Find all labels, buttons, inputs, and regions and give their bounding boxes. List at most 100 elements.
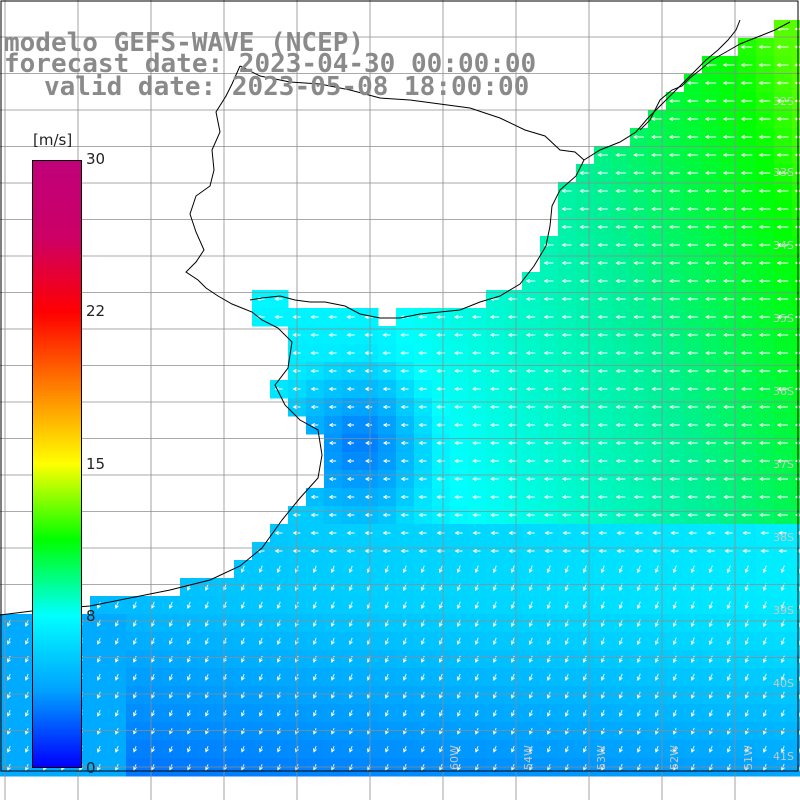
wind-arrow [331, 746, 335, 753]
wind-arrow [690, 655, 695, 664]
wind-arrow [776, 260, 789, 266]
wind-arrow [780, 673, 785, 682]
wind-arrow [436, 386, 445, 392]
wind-arrow [382, 350, 391, 356]
wind-arrow [636, 655, 641, 664]
wind-arrow [758, 332, 771, 338]
wind-arrow [580, 530, 589, 536]
wind-arrow [687, 296, 698, 302]
wind-arrow [794, 80, 800, 86]
wind-arrow [668, 98, 681, 104]
wind-arrow [454, 368, 463, 374]
wind-arrow [418, 548, 427, 554]
wind-arrow [310, 314, 319, 320]
wind-arrow [418, 530, 427, 536]
wind-arrow [561, 404, 572, 410]
wind-arrow [777, 494, 789, 500]
wind-arrow [579, 476, 590, 482]
wind-arrow [438, 601, 443, 610]
wind-arrow [669, 386, 680, 392]
wind-arrow [114, 655, 119, 663]
wind-arrow [762, 601, 767, 610]
wind-arrow [651, 170, 662, 176]
wind-arrow [615, 314, 626, 320]
wind-arrow [561, 458, 572, 464]
wind-arrow [364, 512, 373, 518]
coastline-north [639, 21, 791, 131]
wind-arrow [418, 350, 427, 356]
wind-arrow [420, 637, 425, 646]
wind-arrow [241, 727, 245, 735]
wind-arrow [328, 422, 337, 428]
wind-arrow [436, 422, 445, 428]
wind-arrow [597, 242, 608, 248]
wind-arrow [382, 332, 391, 338]
colorbar-tick-30: 30 [86, 150, 106, 168]
wind-arrow [114, 601, 119, 609]
wind-arrow [796, 549, 800, 553]
wind-arrow [687, 494, 698, 500]
wind-arrow [525, 386, 536, 392]
lat-label: 37S [773, 458, 794, 471]
wind-arrow [132, 691, 137, 699]
wind-arrow [274, 548, 283, 554]
wind-arrow [186, 673, 191, 681]
wind-arrow [687, 386, 698, 392]
wind-arrow [636, 709, 641, 717]
wind-speed-cell [792, 668, 800, 687]
wind-arrow [776, 206, 789, 212]
wind-arrow [740, 80, 753, 86]
wind-arrow [705, 314, 716, 320]
wind-arrow [705, 386, 716, 392]
wind-arrow [546, 655, 551, 664]
wind-arrow [382, 548, 391, 554]
wind-arrow [669, 332, 680, 338]
wind-arrow [582, 565, 587, 574]
wind-arrow [597, 404, 608, 410]
wind-arrow [489, 314, 500, 320]
wind-arrow [615, 422, 626, 428]
wind-arrow [758, 188, 771, 194]
wind-arrow [780, 601, 785, 610]
wind-arrow [346, 548, 355, 554]
wind-arrow [579, 512, 590, 518]
wind-arrow [669, 422, 680, 428]
wind-arrow [561, 512, 572, 518]
wind-arrow [6, 673, 11, 681]
title-valid-date: valid date: 2023-05-08 18:00:00 [44, 72, 530, 102]
wind-arrow [402, 655, 407, 663]
wind-arrow [672, 727, 677, 735]
wind-arrow [400, 386, 409, 392]
wind-arrow [528, 709, 533, 717]
wind-arrow [418, 494, 427, 500]
wind-arrow [420, 673, 425, 681]
wind-arrow [582, 691, 587, 699]
wind-arrow [364, 494, 373, 500]
wind-arrow [741, 494, 752, 500]
wind-arrow [382, 404, 391, 410]
wind-arrow [762, 655, 767, 664]
wind-arrow [364, 548, 373, 554]
wind-arrow [525, 368, 536, 374]
wind-arrow [722, 152, 735, 158]
wind-arrow [528, 673, 533, 681]
wind-arrow [759, 476, 770, 482]
wind-arrow [741, 404, 752, 410]
wind-arrow [456, 745, 461, 753]
wind-arrow [561, 494, 572, 500]
wind-arrow [564, 709, 569, 717]
wind-arrow [187, 728, 191, 735]
wind-arrow [436, 440, 445, 446]
wind-arrow [579, 224, 590, 230]
wind-arrow [436, 458, 445, 464]
wind-arrow [615, 206, 626, 212]
wind-arrow [651, 332, 662, 338]
wind-arrow [492, 655, 497, 664]
wind-arrow [490, 512, 499, 518]
wind-arrow [546, 727, 551, 735]
wind-arrow [579, 296, 590, 302]
wind-arrow [525, 296, 536, 302]
wind-arrow [525, 440, 536, 446]
wind-arrow [690, 709, 695, 717]
wind-arrow [776, 332, 789, 338]
